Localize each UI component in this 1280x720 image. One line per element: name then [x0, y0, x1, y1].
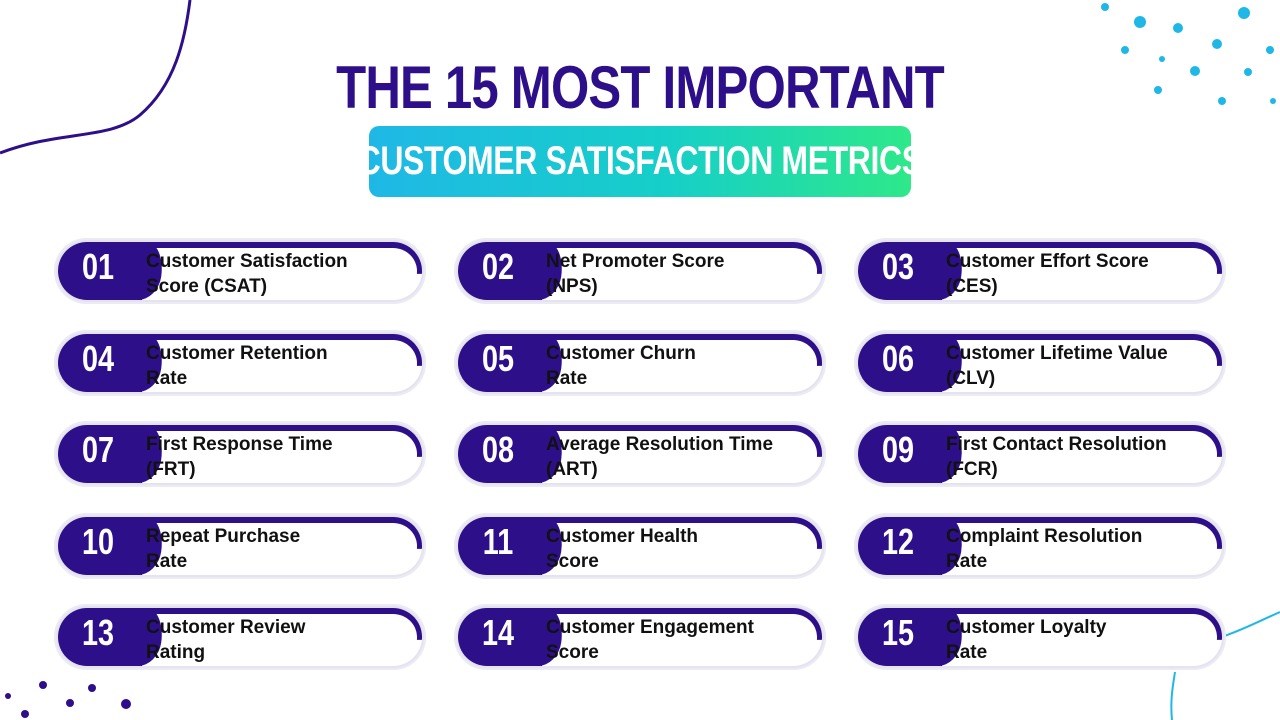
metric-label-line2: Rate	[146, 368, 188, 389]
metric-label-line1: Customer Loyalty	[946, 617, 1107, 638]
metric-card: 02 Net Promoter Score (NPS)	[454, 238, 826, 304]
metric-number: 10	[81, 521, 115, 562]
metric-label-line1: Customer Review	[146, 617, 306, 638]
metric-number: 01	[81, 246, 115, 287]
metric-label-line1: Repeat Purchase	[146, 526, 301, 547]
metric-card: 01 Customer Satisfaction Score (CSAT)	[54, 238, 426, 304]
metric-label: First Response Time (FRT)	[146, 432, 416, 482]
metric-card: 06 Customer Lifetime Value (CLV)	[854, 330, 1226, 396]
number-badge	[458, 425, 542, 483]
metric-number: 08	[481, 429, 515, 470]
metric-number: 03	[881, 246, 915, 287]
metric-label-line2: Rate	[946, 642, 988, 663]
metric-number: 02	[481, 246, 515, 287]
metric-label-line1: First Contact Resolution	[946, 434, 1167, 455]
metric-label: Customer Retention Rate	[146, 341, 416, 391]
metric-label-line2: (NPS)	[546, 276, 598, 297]
metric-card: 15 Customer Loyalty Rate	[854, 604, 1226, 670]
metric-label-line1: Customer Satisfaction	[146, 251, 348, 272]
number-badge	[58, 517, 142, 575]
metric-label-line1: Customer Health	[546, 526, 699, 547]
metric-label-line1: Customer Churn	[546, 343, 696, 364]
number-badge	[458, 242, 542, 300]
number-badge	[58, 608, 142, 666]
metric-label-line2: Score	[546, 642, 599, 663]
metric-label: Customer Health Score	[546, 524, 816, 574]
metric-label: Customer Churn Rate	[546, 341, 816, 391]
metric-label-line2: (FRT)	[146, 459, 196, 480]
metric-label-line2: Score	[546, 551, 599, 572]
metric-label: Customer Satisfaction Score (CSAT)	[146, 249, 416, 299]
metric-label-line1: Average Resolution Time	[546, 434, 774, 455]
number-badge	[858, 517, 942, 575]
metric-label-line2: (ART)	[546, 459, 598, 480]
metric-label: Repeat Purchase Rate	[146, 524, 416, 574]
metric-number: 15	[881, 612, 915, 653]
metric-number: 04	[81, 338, 115, 379]
number-badge	[458, 334, 542, 392]
metric-card: 11 Customer Health Score	[454, 513, 826, 579]
metric-label-line1: Customer Retention	[146, 343, 328, 364]
metric-label-line2: Rate	[146, 551, 188, 572]
metric-card: 07 First Response Time (FRT)	[54, 421, 426, 487]
metric-label-line2: Rate	[946, 551, 988, 572]
metric-label: Customer Effort Score (CES)	[946, 249, 1216, 299]
metric-label-line1: First Response Time	[146, 434, 333, 455]
page-title: THE 15 MOST IMPORTANT	[336, 54, 945, 121]
metric-label-line2: Rating	[146, 642, 206, 663]
metric-label: Complaint Resolution Rate	[946, 524, 1216, 574]
metric-card: 03 Customer Effort Score (CES)	[854, 238, 1226, 304]
metric-label-line2: (FCR)	[946, 459, 998, 480]
metric-card: 05 Customer Churn Rate	[454, 330, 826, 396]
number-badge	[458, 517, 542, 575]
metric-label-line2: Score (CSAT)	[146, 276, 268, 297]
metric-number: 05	[481, 338, 515, 379]
number-badge	[58, 425, 142, 483]
number-badge	[858, 425, 942, 483]
metric-card: 13 Customer Review Rating	[54, 604, 426, 670]
metric-label: Net Promoter Score (NPS)	[546, 249, 816, 299]
metric-label: Customer Lifetime Value (CLV)	[946, 341, 1216, 391]
metric-number: 12	[881, 521, 915, 562]
subtitle-text: CUSTOMER SATISFACTION METRICS	[369, 139, 911, 183]
metric-label: Customer Review Rating	[146, 615, 416, 665]
metric-number: 14	[481, 612, 515, 653]
metric-card: 04 Customer Retention Rate	[54, 330, 426, 396]
metric-label: Average Resolution Time (ART)	[546, 432, 816, 482]
number-badge	[58, 334, 142, 392]
number-badge	[58, 242, 142, 300]
metric-label-line1: Complaint Resolution	[946, 526, 1143, 547]
metric-label-line2: (CES)	[946, 276, 998, 297]
metric-card: 10 Repeat Purchase Rate	[54, 513, 426, 579]
metric-label: Customer Engagement Score	[546, 615, 816, 665]
metric-card: 08 Average Resolution Time (ART)	[454, 421, 826, 487]
metric-number: 07	[81, 429, 115, 470]
metric-label-line2: (CLV)	[946, 368, 996, 389]
metric-number: 11	[482, 521, 514, 562]
metric-label-line1: Customer Engagement	[546, 617, 754, 638]
metric-label-line2: Rate	[546, 368, 588, 389]
metric-card: 14 Customer Engagement Score	[454, 604, 826, 670]
metric-label: First Contact Resolution (FCR)	[946, 432, 1216, 482]
metric-label-line1: Net Promoter Score	[546, 251, 725, 272]
bottom-left-dots	[5, 681, 131, 718]
metric-label: Customer Loyalty Rate	[946, 615, 1216, 665]
number-badge	[858, 242, 942, 300]
number-badge	[858, 608, 942, 666]
metric-card: 12 Complaint Resolution Rate	[854, 513, 1226, 579]
metric-label-line1: Customer Lifetime Value	[946, 343, 1168, 364]
number-badge	[458, 608, 542, 666]
metric-label-line1: Customer Effort Score	[946, 251, 1149, 272]
metric-card: 09 First Contact Resolution (FCR)	[854, 421, 1226, 487]
metric-number: 06	[881, 338, 915, 379]
metric-number: 09	[881, 429, 915, 470]
metric-number: 13	[81, 612, 115, 653]
subtitle-banner: CUSTOMER SATISFACTION METRICS	[369, 126, 911, 197]
number-badge	[858, 334, 942, 392]
